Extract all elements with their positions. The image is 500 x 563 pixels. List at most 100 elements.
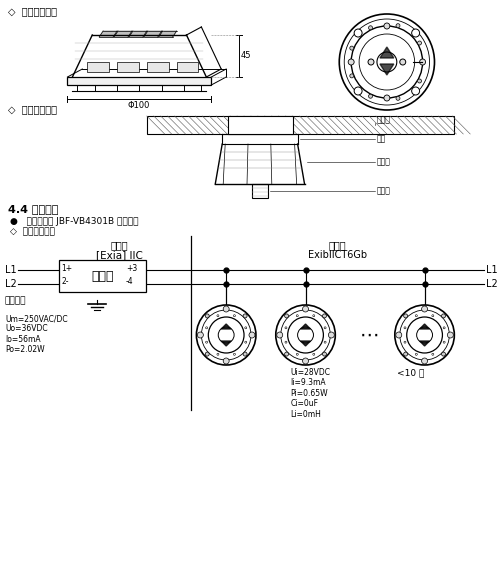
Circle shape [223, 306, 229, 312]
Text: +3: +3 [126, 264, 137, 273]
Circle shape [416, 315, 418, 317]
Polygon shape [300, 341, 310, 346]
Text: ⋯: ⋯ [360, 325, 379, 345]
Circle shape [296, 354, 298, 355]
Text: 导光注: 导光注 [377, 186, 391, 195]
Circle shape [432, 354, 434, 355]
Text: 底座: 底座 [377, 135, 386, 144]
Circle shape [432, 315, 434, 317]
Circle shape [234, 354, 235, 355]
Circle shape [196, 305, 256, 365]
Circle shape [404, 314, 407, 318]
Polygon shape [158, 31, 176, 37]
Circle shape [418, 41, 422, 45]
Circle shape [302, 358, 308, 364]
Circle shape [296, 315, 298, 317]
Text: -4: -4 [126, 277, 134, 286]
Bar [252, 184, 268, 198]
Circle shape [443, 341, 445, 343]
Polygon shape [99, 31, 117, 37]
Circle shape [324, 341, 326, 343]
Circle shape [396, 96, 400, 100]
Bar [147, 116, 454, 134]
Circle shape [416, 354, 418, 355]
Circle shape [396, 24, 400, 28]
Circle shape [404, 352, 407, 356]
Circle shape [422, 306, 428, 312]
Circle shape [285, 341, 287, 343]
Text: Ui=28VDC
Ii=9.3mA
Pi=0.65W
Ci=0uF
Li=0mH: Ui=28VDC Ii=9.3mA Pi=0.65W Ci=0uF Li=0mH [290, 368, 331, 419]
Polygon shape [420, 324, 430, 329]
Text: 安装箱: 安装箱 [377, 115, 391, 124]
Polygon shape [221, 341, 231, 346]
Polygon shape [221, 324, 231, 329]
Polygon shape [144, 31, 162, 37]
Circle shape [206, 341, 208, 343]
Text: 报警总线: 报警总线 [5, 296, 26, 305]
Circle shape [249, 332, 255, 338]
Circle shape [276, 305, 336, 365]
Circle shape [422, 358, 428, 364]
Text: ExibIICT6Gb: ExibIICT6Gb [308, 250, 367, 260]
Circle shape [412, 29, 420, 37]
Bar [88, 62, 109, 72]
Text: Φ100: Φ100 [128, 101, 150, 110]
Text: 安全区: 安全区 [110, 240, 128, 250]
Circle shape [448, 332, 454, 338]
Polygon shape [300, 324, 310, 329]
Circle shape [206, 352, 209, 356]
Circle shape [322, 314, 326, 318]
Circle shape [328, 332, 334, 338]
Circle shape [368, 94, 372, 98]
Circle shape [404, 327, 406, 329]
Polygon shape [420, 341, 430, 346]
Circle shape [206, 327, 208, 329]
Circle shape [368, 59, 374, 65]
Text: 安全栌: 安全栌 [91, 270, 114, 283]
Text: [Exia] IIC: [Exia] IIC [96, 250, 142, 260]
Circle shape [285, 327, 287, 329]
Circle shape [245, 341, 246, 343]
Circle shape [313, 354, 315, 355]
Circle shape [198, 332, 203, 338]
Circle shape [217, 315, 219, 317]
Circle shape [354, 29, 362, 37]
Text: Um=250VAC/DC
Uo=36VDC
Io=56mA
Po=2.02W: Um=250VAC/DC Uo=36VDC Io=56mA Po=2.02W [5, 314, 68, 354]
Bar [117, 62, 139, 72]
Circle shape [350, 74, 354, 78]
Circle shape [348, 59, 354, 65]
Text: 45: 45 [241, 51, 252, 60]
Circle shape [400, 59, 406, 65]
Text: 1+: 1+ [62, 264, 72, 273]
Circle shape [442, 352, 446, 356]
Text: 探测器: 探测器 [377, 158, 391, 167]
Circle shape [412, 87, 420, 95]
Bar [228, 116, 292, 134]
Circle shape [350, 46, 354, 50]
Bar [58, 260, 146, 292]
Text: ◇  接线示意图：: ◇ 接线示意图： [10, 227, 55, 236]
Circle shape [404, 341, 406, 343]
Circle shape [302, 306, 308, 312]
Bar [68, 77, 212, 85]
Circle shape [442, 314, 446, 318]
Circle shape [313, 315, 315, 317]
Text: L1: L1 [486, 265, 498, 275]
Circle shape [324, 327, 326, 329]
Circle shape [234, 315, 235, 317]
Circle shape [395, 305, 454, 365]
Circle shape [420, 59, 426, 65]
Circle shape [354, 87, 362, 95]
Text: ◇  安装示意图：: ◇ 安装示意图： [8, 104, 57, 114]
Circle shape [206, 314, 209, 318]
Circle shape [396, 332, 402, 338]
Circle shape [243, 314, 247, 318]
Text: 4.4 配接底座: 4.4 配接底座 [8, 204, 58, 214]
Text: 2-: 2- [62, 277, 69, 286]
Polygon shape [380, 64, 394, 75]
Polygon shape [380, 47, 394, 58]
Text: L2: L2 [5, 279, 16, 289]
Text: 危险区: 危险区 [328, 240, 346, 250]
Circle shape [284, 314, 288, 318]
Bar [147, 62, 169, 72]
